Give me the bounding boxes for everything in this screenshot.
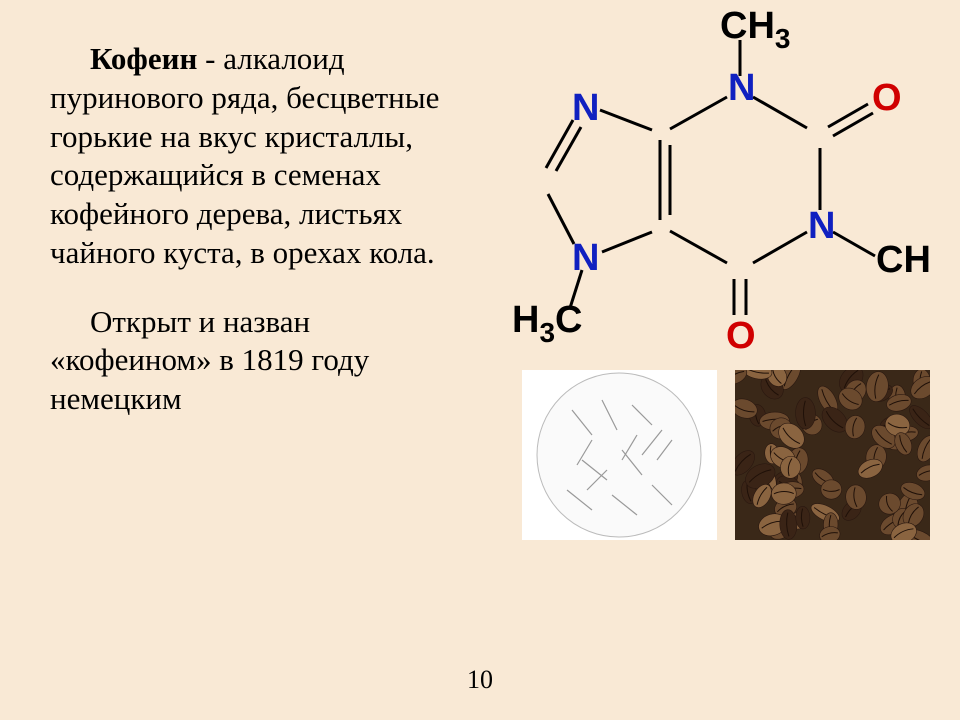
para2-rest: «кофеином» в 1819 году немецким — [50, 342, 369, 416]
caffeine-structure-diagram: CH3 N N N N O O CH3 H3C — [510, 10, 930, 350]
paragraph-1: Кофеин - алкалоид пуринового ряда, бесцв… — [50, 40, 500, 273]
atom-n-right: N — [808, 205, 835, 247]
page-number: 10 — [467, 665, 493, 695]
caffeine-crystals-photo — [522, 370, 717, 540]
atom-n-lowerleft: N — [572, 237, 599, 279]
atom-o-bottom: O — [726, 315, 756, 350]
atom-n-upperleft: N — [572, 87, 599, 129]
svg-text:H3C: H3C — [512, 299, 582, 348]
svg-text:CH3: CH3 — [876, 239, 930, 288]
svg-text:CH3: CH3 — [720, 10, 790, 54]
body-text: Кофеин - алкалоид пуринового ряда, бесцв… — [50, 40, 500, 419]
atom-o-right: O — [872, 77, 902, 119]
para2-first: Открыт и назван — [90, 304, 310, 339]
photo-row — [522, 370, 930, 540]
coffee-beans-photo — [735, 370, 930, 540]
paragraph-2: Открыт и назван «кофеином» в 1819 году н… — [50, 303, 500, 419]
term-caffeine: Кофеин — [90, 41, 197, 76]
atom-n-top: N — [728, 67, 755, 109]
slide-container: Кофеин - алкалоид пуринового ряда, бесцв… — [0, 0, 960, 720]
label-ch3-top: CH — [720, 10, 775, 47]
